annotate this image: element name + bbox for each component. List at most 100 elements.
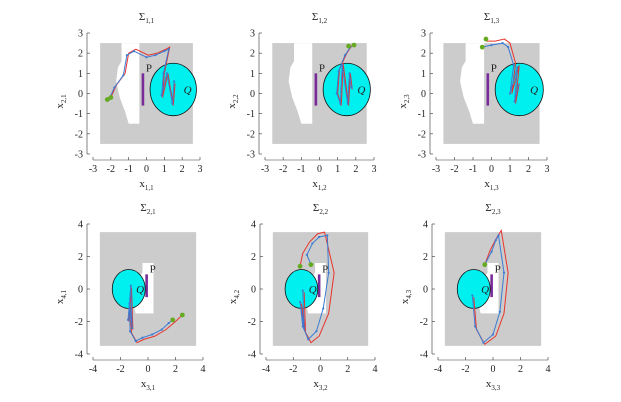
start-point (351, 42, 357, 48)
y-axis-label: x2,3 (397, 94, 411, 109)
trajectory-red (337, 44, 353, 106)
trajectory-point (167, 48, 170, 51)
trajectory-point (471, 294, 474, 297)
trajectory-red (110, 46, 176, 106)
marker-label: P (150, 263, 156, 275)
trajectory-point (132, 50, 136, 53)
trajectory-point (512, 64, 515, 67)
goal-label: Q (184, 84, 192, 96)
x-tick-label: -1 (124, 164, 132, 175)
x-tick-label: 4 (201, 364, 206, 375)
trajectory-red (128, 287, 183, 344)
y-tick-label: 4 (78, 220, 83, 231)
trajectory-point (173, 80, 176, 83)
trajectory-point (171, 102, 174, 105)
y-tick-label: 2 (78, 49, 83, 60)
trajectory-point (128, 302, 131, 305)
y-tick-label: 3 (78, 29, 83, 40)
y-tick-label: -1 (75, 109, 83, 120)
trajectory-point (298, 300, 302, 304)
subplot-title: Σ1,2 (312, 11, 328, 25)
x-tick-label: -2 (107, 164, 115, 175)
x-tick-label: 2 (345, 364, 350, 375)
trajectory-point (335, 92, 338, 95)
x-tick-label: 0 (318, 364, 323, 375)
trajectory-point (498, 310, 501, 313)
y-tick-label: 0 (251, 285, 256, 296)
x-tick-label: 3 (545, 164, 550, 175)
y-tick-label: -2 (75, 317, 83, 328)
trajectory-point (167, 322, 170, 325)
trajectory-point (154, 54, 157, 57)
x-tick-label: 3 (372, 164, 377, 175)
y-tick-label: 3 (421, 29, 426, 40)
x-tick-label: 2 (353, 164, 358, 175)
y-tick-label: 1 (421, 69, 426, 80)
y-tick-label: -1 (418, 109, 426, 120)
trajectory-point (339, 102, 342, 105)
y-tick-label: 2 (423, 252, 428, 263)
y-axis-label: x4,2 (227, 289, 241, 304)
trajectory-point (151, 333, 154, 336)
x-tick-label: 0 (317, 164, 322, 175)
trajectory-point (160, 94, 163, 97)
start-point (479, 44, 485, 50)
x-tick-label: -2 (116, 364, 124, 375)
x-tick-label: 0 (491, 364, 496, 375)
x-tick-label: -2 (279, 164, 287, 175)
x-tick-label: -2 (461, 364, 469, 375)
trajectory-point (113, 86, 116, 89)
trajectory-point (131, 326, 134, 330)
trajectory-point (494, 239, 497, 242)
start-point (108, 95, 114, 100)
x-axis-label: x3,1 (141, 378, 156, 392)
subplot-5: PQ -4 -2 0 2 4 -4 -2 0 2 4 Σ2,2 x3,2 x4,2 (227, 202, 378, 392)
y-tick-label: 0 (423, 285, 428, 296)
y-tick-label: -3 (418, 150, 426, 161)
trajectory-point (129, 330, 132, 333)
trajectory-point (350, 86, 353, 89)
trajectory-blue (471, 233, 505, 344)
y-tick-label: 1 (250, 69, 255, 80)
y-tick-label: -4 (75, 350, 83, 361)
free-space (288, 43, 313, 124)
y-tick-label: 0 (78, 89, 83, 100)
trajectory-point (348, 72, 351, 75)
trajectory-point (163, 50, 166, 53)
x-axis-label: x1,1 (139, 178, 154, 192)
trajectory-point (491, 333, 495, 336)
subplot-title: Σ2,2 (313, 202, 329, 216)
x-tick-label: -1 (297, 164, 305, 175)
trajectory-point (145, 56, 148, 59)
trajectory-point (516, 66, 519, 69)
y-tick-label: 4 (251, 220, 256, 231)
subplot-title: Σ1,1 (139, 11, 155, 25)
x-tick-label: 4 (546, 364, 551, 375)
marker-label: P (146, 62, 152, 74)
y-tick-label: 3 (250, 29, 255, 40)
trajectory-point (307, 338, 310, 341)
subplot-1: P Q -3 -2 -1 0 1 2 3 -3 -2 -1 0 1 2 3 Σ1,1 x1,1 x2,1 (54, 11, 203, 192)
x-tick-label: 2 (180, 164, 185, 175)
y-axis-label: x4,3 (399, 289, 413, 304)
y-tick-label: 0 (78, 285, 83, 296)
trajectory-point (343, 54, 347, 57)
trajectory-point (122, 74, 125, 77)
trajectory-point (301, 325, 304, 328)
y-axis-label: x4,1 (54, 289, 68, 304)
trajectory-point (303, 326, 306, 330)
y-tick-label: 1 (78, 69, 83, 80)
trajectory-point (513, 100, 516, 103)
x-axis-label: x3,2 (313, 378, 328, 392)
x-tick-label: 0 (489, 164, 494, 175)
y-tick-label: -4 (420, 350, 428, 361)
trajectory-point (490, 250, 493, 253)
trajectory-point (337, 70, 340, 73)
subplot-title: Σ2,1 (140, 202, 156, 216)
x-axis-label: x1,2 (312, 178, 327, 192)
y-tick-label: -3 (75, 150, 83, 161)
free-space (460, 43, 485, 124)
x-tick-label: -4 (434, 364, 442, 375)
trajectory-point (490, 44, 493, 47)
trajectory-point (134, 339, 137, 343)
